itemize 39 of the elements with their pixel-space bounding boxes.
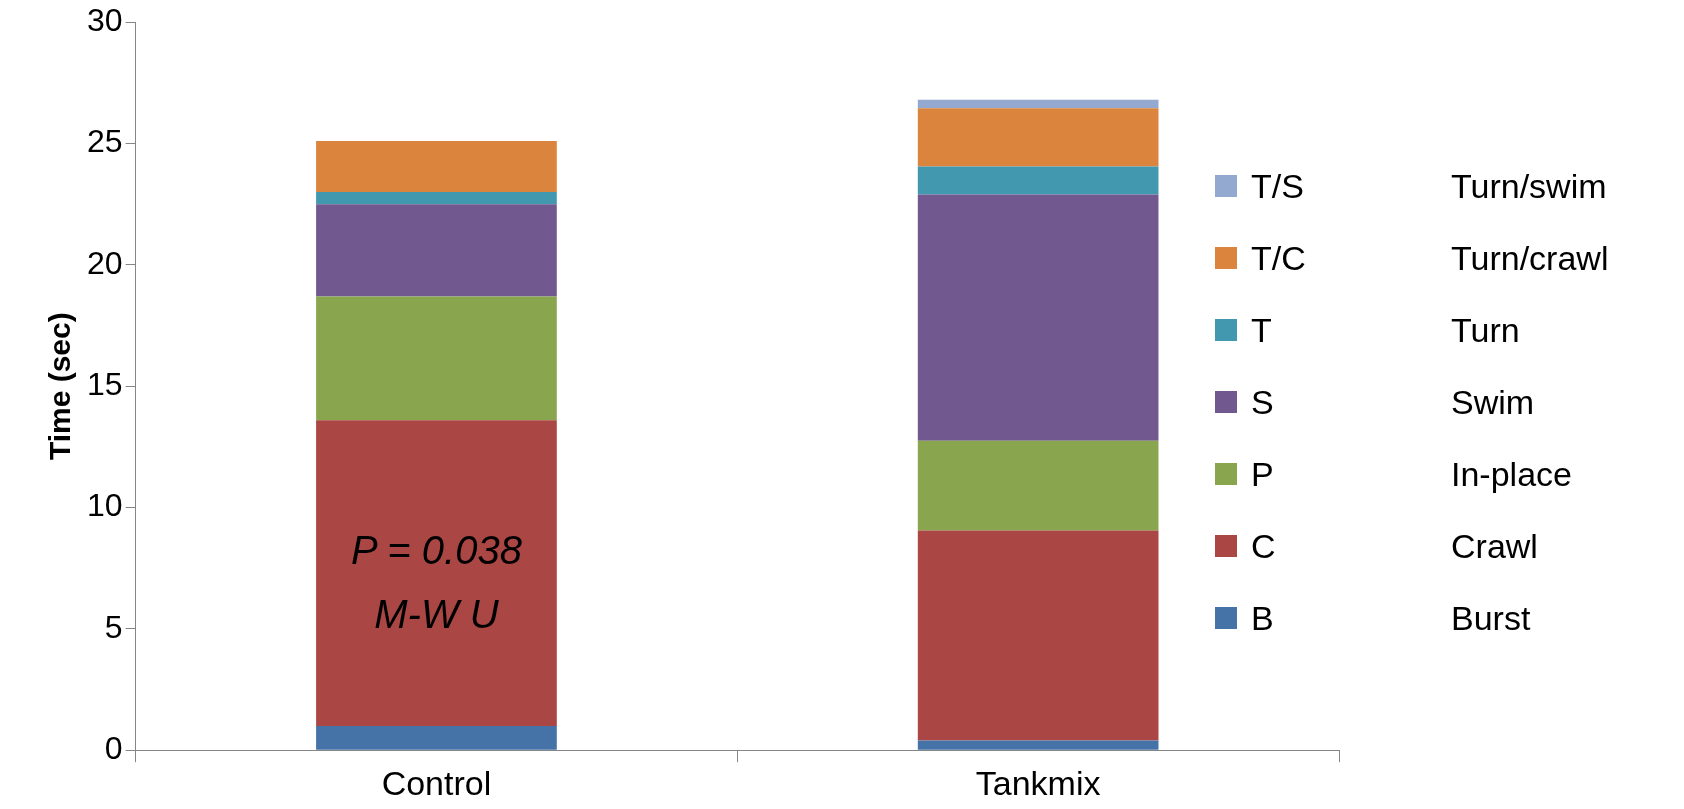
x-tick-label: Tankmix xyxy=(975,763,1101,802)
bar xyxy=(316,296,557,421)
bar xyxy=(917,740,1159,750)
y-tick-label: 15 xyxy=(87,366,123,403)
text: Turn/swim xyxy=(1451,166,1607,206)
annotation: P = 0.038 xyxy=(351,528,523,573)
y-tick-label: 30 xyxy=(87,2,123,39)
text: Swim xyxy=(1451,382,1535,422)
text: In-place xyxy=(1451,454,1572,494)
legend-label: T/S xyxy=(1251,166,1305,206)
text: Burst xyxy=(1451,598,1531,638)
y-tick-label: 10 xyxy=(87,487,123,524)
y-tick-label: 5 xyxy=(104,608,123,645)
legend-label: B xyxy=(1251,598,1275,638)
y-axis-title: Time (sec) xyxy=(43,312,77,461)
bar xyxy=(917,166,1159,195)
bar xyxy=(917,530,1159,741)
text: Crawl xyxy=(1451,526,1538,566)
bar xyxy=(316,141,557,193)
bar xyxy=(316,192,557,205)
y-tick-label: 25 xyxy=(87,123,123,160)
annotation: M-W U xyxy=(374,592,500,637)
x-tick-label: Control xyxy=(381,763,492,802)
text: Turn xyxy=(1451,310,1520,350)
bar xyxy=(316,204,557,297)
legend-label: S xyxy=(1251,382,1275,422)
bar xyxy=(316,420,557,726)
bar xyxy=(917,440,1159,531)
y-tick-label: 20 xyxy=(87,244,123,281)
legend-label: T xyxy=(1251,310,1273,350)
legend-label: P xyxy=(1251,454,1275,494)
legend-label: T/C xyxy=(1251,238,1307,278)
bar xyxy=(316,725,557,750)
bar xyxy=(917,108,1159,167)
bar xyxy=(917,194,1159,441)
y-tick-label: 0 xyxy=(104,730,123,767)
text: Turn/crawl xyxy=(1451,238,1609,278)
bar xyxy=(917,99,1159,109)
legend-label: C xyxy=(1251,526,1277,566)
